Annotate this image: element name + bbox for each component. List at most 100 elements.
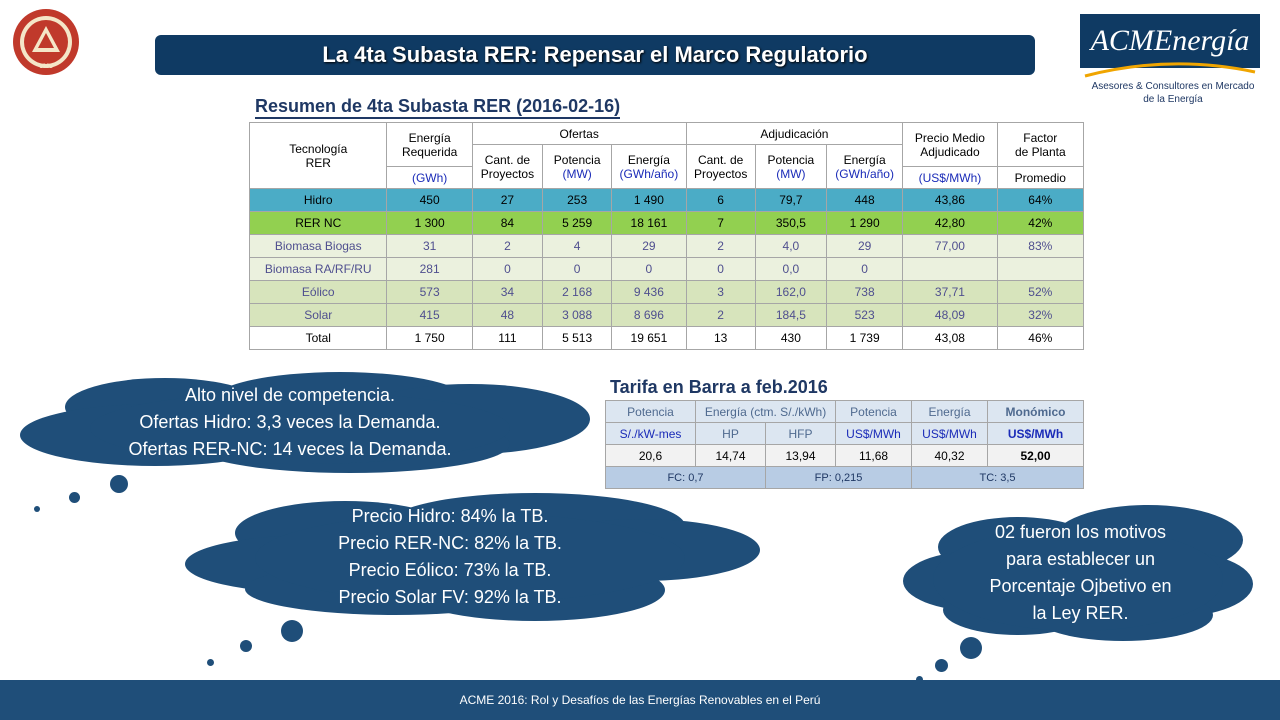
table-cell: 18 161 xyxy=(611,211,687,235)
row-label: Hidro xyxy=(248,188,388,212)
table-cell: 1 490 xyxy=(611,188,687,212)
tarifa-val: 13,94 xyxy=(764,444,837,467)
table-row: RER NC 1 300 84 5 259 18 161 7 350,5 1 290 42,80… xyxy=(248,211,1085,235)
tarifa-val: 40,32 xyxy=(911,444,989,467)
table-cell: 162,0 xyxy=(754,280,828,304)
table-row: Biomasa Biogas 31 2 4 29 2 4,0 29 77,00 83% xyxy=(248,234,1085,258)
table-cell: 184,5 xyxy=(754,303,828,327)
table-cell: 64% xyxy=(996,188,1085,212)
table-row: Biomasa RA/RF/RU 281 0 0 0 0 0,0 0 xyxy=(248,257,1085,281)
table-row: Solar 415 48 3 088 8 696 2 184,5 523 48,09 32% xyxy=(248,303,1085,327)
table-cell: 46% xyxy=(996,326,1085,350)
row-label: Solar xyxy=(248,303,388,327)
table-cell: 9 436 xyxy=(611,280,687,304)
row-label: RER NC xyxy=(248,211,388,235)
table-cell: 0 xyxy=(826,257,904,281)
cloud3-line3: Porcentaje Ojbetivo en xyxy=(989,576,1172,596)
table-cell: 5 513 xyxy=(542,326,613,350)
table-cell: 448 xyxy=(826,188,904,212)
tarifa-h2-usd2: US$/MWh xyxy=(911,422,989,445)
table-cell: 253 xyxy=(542,188,613,212)
table-cell: 573 xyxy=(386,280,473,304)
row-label: Total xyxy=(248,326,388,350)
table-cell: 1 290 xyxy=(826,211,904,235)
table-cell: 29 xyxy=(826,234,904,258)
cloud3-tail-dot xyxy=(916,676,923,683)
table-cell: 281 xyxy=(386,257,473,281)
tarifa-h1-energia-usd: Energía xyxy=(911,400,989,423)
tarifa-val-monomico: 52,00 xyxy=(987,444,1085,467)
row-label: Biomasa Biogas xyxy=(248,234,388,258)
tarifa-val: 14,74 xyxy=(695,444,766,467)
header-ofertas-cant: Cant. de Proyectos xyxy=(471,144,544,189)
table-cell: 2 xyxy=(685,303,756,327)
table-cell: 84 xyxy=(471,211,544,235)
college-seal-logo: 1962 xyxy=(12,8,80,76)
table-cell: 2 xyxy=(471,234,544,258)
thought-cloud-motivos: 02 fueron los motivos para establecer un… xyxy=(903,505,1258,645)
table-cell: 3 xyxy=(685,280,756,304)
footer-caption: ACME 2016: Rol y Desafíos de las Energía… xyxy=(0,680,1280,720)
cloud2-tail-dot xyxy=(281,620,303,642)
table-cell: 31 xyxy=(386,234,473,258)
table-cell: 430 xyxy=(754,326,828,350)
table-row: Total 1 750 111 5 513 19 651 13 430 1 739 43,08 4… xyxy=(248,326,1085,350)
cloud3-tail-dot xyxy=(935,659,948,672)
row-label: Eólico xyxy=(248,280,388,304)
header-adj-cant: Cant. de Proyectos xyxy=(685,144,756,189)
table-cell: 0 xyxy=(542,257,613,281)
brand-tagline-line2: de la Energía xyxy=(1143,94,1203,105)
cloud2-tail-dot xyxy=(207,659,214,666)
table-cell: 0 xyxy=(611,257,687,281)
cloud1-line3: Ofertas RER-NC: 14 veces la Demanda. xyxy=(128,439,452,459)
tarifa-val: 11,68 xyxy=(835,444,913,467)
table-cell: 4,0 xyxy=(754,234,828,258)
tarifa-tc: TC: 3,5 xyxy=(911,466,1085,489)
cloud2-line2: Precio RER-NC: 82% la TB. xyxy=(338,533,562,553)
cloud3-line2: para establecer un xyxy=(1005,549,1156,569)
table-cell: 1 300 xyxy=(386,211,473,235)
table-cell: 48,09 xyxy=(902,303,998,327)
table-cell: 27 xyxy=(471,188,544,212)
tarifa-h2-hp: HP xyxy=(695,422,766,445)
table-cell: 5 259 xyxy=(542,211,613,235)
tarifa-h2-usd3: US$/MWh xyxy=(987,422,1085,445)
table-cell: 32% xyxy=(996,303,1085,327)
table-cell: 13 xyxy=(685,326,756,350)
header-energia-requerida: Energía Requerida xyxy=(386,122,473,167)
cloud1-tail-dot xyxy=(110,475,128,493)
cloud2-line3: Precio Eólico: 73% la TB. xyxy=(348,560,552,580)
header-ofertas-potencia: Potencia (MW) xyxy=(542,144,613,189)
tarifa-fp: FP: 0,215 xyxy=(764,466,913,489)
table-cell: 79,7 xyxy=(754,188,828,212)
header-ofertas-energia: Energía (GWh/año) xyxy=(611,144,687,189)
table-cell: 2 168 xyxy=(542,280,613,304)
header-energia-unit: (GWh) xyxy=(386,166,473,189)
cloud2-line1: Precio Hidro: 84% la TB. xyxy=(351,506,549,526)
table-cell: 738 xyxy=(826,280,904,304)
table-cell xyxy=(996,257,1085,281)
table-cell: 415 xyxy=(386,303,473,327)
brand-swoosh-icon xyxy=(1084,62,1256,78)
table-cell: 0 xyxy=(685,257,756,281)
tarifa-h2-hfp: HFP xyxy=(764,422,837,445)
table-cell: 42% xyxy=(996,211,1085,235)
table-cell: 43,08 xyxy=(902,326,998,350)
table-cell xyxy=(902,257,998,281)
table-cell: 29 xyxy=(611,234,687,258)
table-cell: 0 xyxy=(471,257,544,281)
cloud3-line1: 02 fueron los motivos xyxy=(994,522,1167,542)
header-adj-energia: Energía (GWh/año) xyxy=(826,144,904,189)
row-label: Biomasa RA/RF/RU xyxy=(248,257,388,281)
table-row: Hidro 450 27 253 1 490 6 79,7 448 43,86 64% xyxy=(248,188,1085,212)
thought-cloud-precios: Precio Hidro: 84% la TB. Precio RER-NC: … xyxy=(185,493,765,623)
table-cell: 4 xyxy=(542,234,613,258)
header-factor-planta: Factor de Planta xyxy=(996,122,1085,167)
table-cell: 77,00 xyxy=(902,234,998,258)
header-ofertas: Ofertas xyxy=(471,122,687,145)
table-cell: 2 xyxy=(685,234,756,258)
header-tecnologia: Tecnología RER xyxy=(248,122,388,189)
tarifa-h2-usd1: US$/MWh xyxy=(835,422,913,445)
header-precio-unit: (US$/MWh) xyxy=(902,166,998,189)
thought-cloud-competencia: Alto nivel de competencia. Ofertas Hidro… xyxy=(10,370,600,480)
